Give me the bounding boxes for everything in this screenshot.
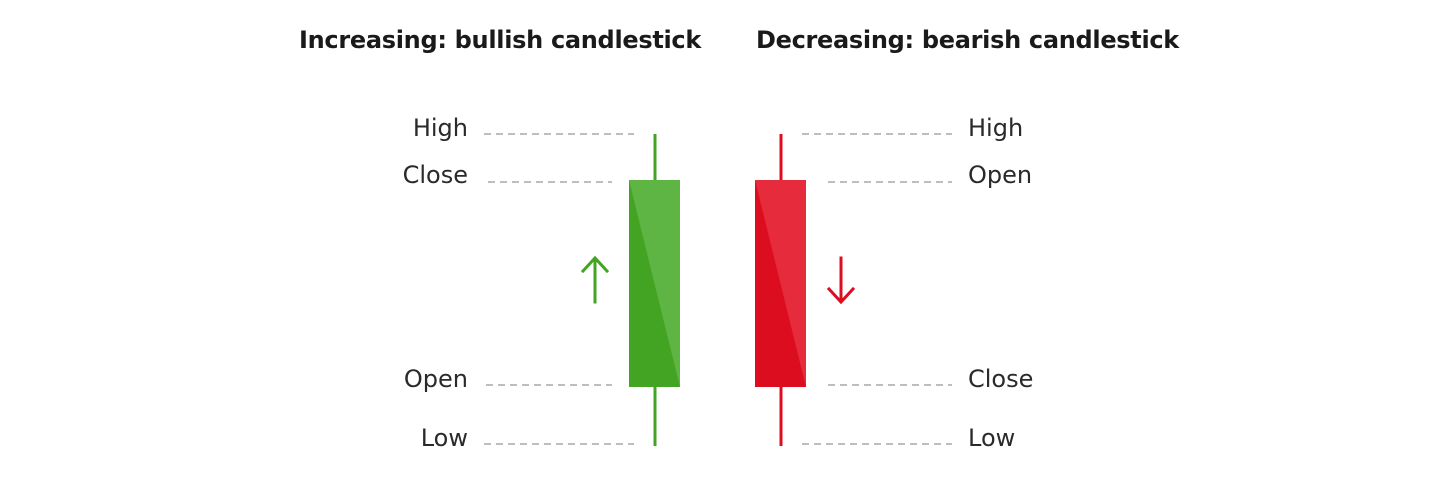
bearish-high-label: High [968, 114, 1024, 142]
up-arrow-icon [580, 255, 610, 304]
bearish-close-label: Close [968, 365, 1034, 393]
bearish-heading: Decreasing: bearish candlestick [756, 26, 1179, 54]
bullish-body-highlight [629, 180, 680, 387]
bearish-low-label: Low [968, 424, 1016, 452]
bullish-low-label: Low [420, 424, 468, 452]
bullish-heading: Increasing: bullish candlestick [299, 26, 702, 54]
down-arrow-icon [826, 256, 856, 305]
bearish-body-highlight [755, 180, 806, 387]
bearish-open-label: Open [968, 161, 1033, 189]
bullish-open-label: Open [403, 365, 468, 393]
bullish-close-label: Close [402, 161, 468, 189]
bullish-high-label: High [412, 114, 468, 142]
